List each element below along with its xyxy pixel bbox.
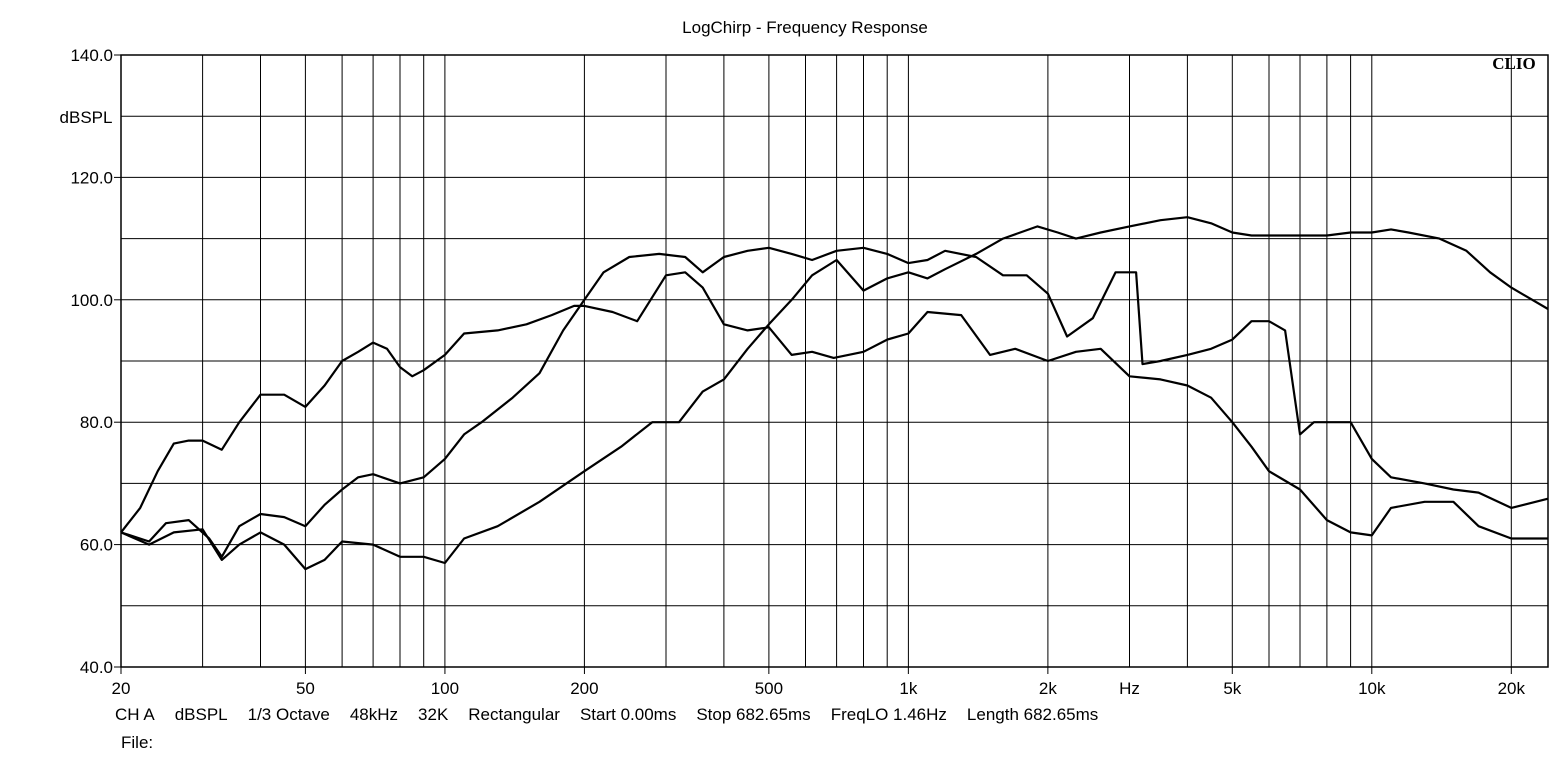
response-curve-2 xyxy=(120,246,1549,558)
y-tick-label: 100.0 xyxy=(70,291,113,310)
footer-item: Rectangular xyxy=(468,705,560,724)
plot-frame xyxy=(120,54,1549,668)
footer-item: Length 682.65ms xyxy=(966,705,1099,724)
y-tick-label: 80.0 xyxy=(80,413,113,432)
file-label: File: xyxy=(121,733,154,752)
footer-item: Stop 682.65ms xyxy=(696,705,811,724)
x-tick-label: 2k xyxy=(1039,679,1057,698)
y-tick-label: 140.0 xyxy=(70,46,113,65)
footer-item: 1/3 Octave xyxy=(247,705,330,724)
y-axis-label: dBSPL xyxy=(60,108,113,127)
x-axis-unit-label: Hz xyxy=(1119,679,1140,698)
x-tick-label: 100 xyxy=(431,679,459,698)
y-tick-label: 120.0 xyxy=(70,168,113,187)
footer-item: CH A xyxy=(115,705,155,724)
chart-title: LogChirp - Frequency Response xyxy=(682,18,928,37)
x-tick-label: 200 xyxy=(570,679,598,698)
footer-item: FreqLO 1.46Hz xyxy=(830,705,947,724)
response-curve-1 xyxy=(120,271,1548,540)
response-curve-3 xyxy=(120,216,1549,571)
x-tick-label: 10k xyxy=(1358,679,1386,698)
x-tick-label: 20k xyxy=(1498,679,1526,698)
measurement-footer: CH A dBSPL 1/3 Octave 48kHz 32K Rectangular St… xyxy=(115,705,1118,725)
footer-item: 48kHz xyxy=(349,705,399,724)
x-tick-label: 20 xyxy=(112,679,131,698)
series-group xyxy=(120,216,1549,571)
x-tick-label: 50 xyxy=(296,679,315,698)
footer-item: dBSPL xyxy=(174,705,228,724)
y-tick-label: 60.0 xyxy=(80,536,113,555)
tick-labels: 140.0 120.0 100.0 80.0 60.0 40.0 20 50 100 200 500… xyxy=(70,46,1525,698)
footer-item: 32K xyxy=(418,705,449,724)
x-tick-label: 5k xyxy=(1223,679,1241,698)
plot-grid xyxy=(121,55,1548,667)
x-tick-label: 1k xyxy=(899,679,917,698)
y-tick-label: 40.0 xyxy=(80,658,113,677)
footer-item: Start 0.00ms xyxy=(579,705,677,724)
clio-brand-label: CLIO xyxy=(1492,54,1535,73)
x-tick-label: 500 xyxy=(755,679,783,698)
